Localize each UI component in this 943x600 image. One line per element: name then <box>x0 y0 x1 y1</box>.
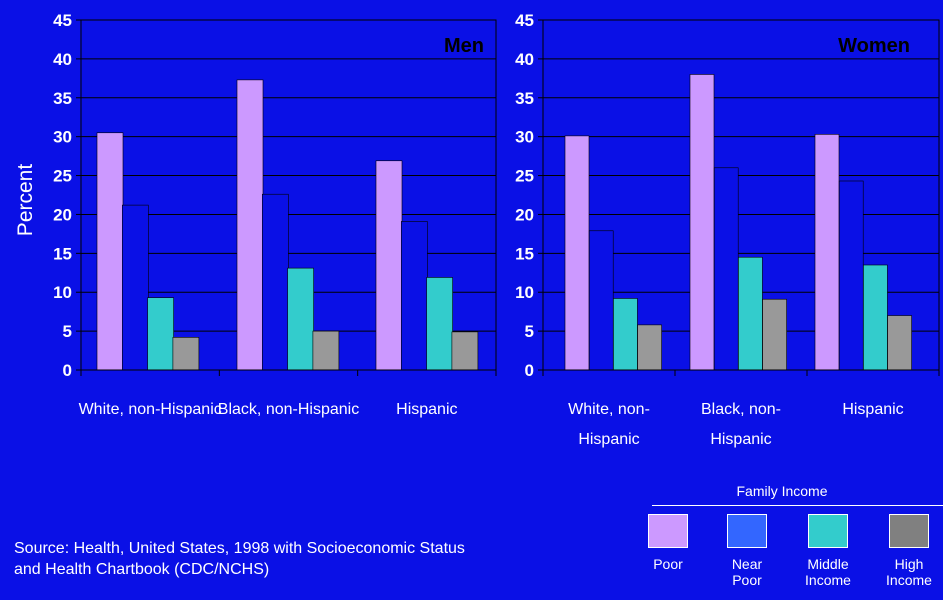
men-bar-hispanic-middle-income <box>426 277 453 371</box>
men-bar-white-non-hispanic-poor <box>96 132 124 371</box>
women-category-label-hispanic: Hispanic <box>842 401 903 418</box>
women-category-label-white-non-hispanic: White, non-Hispanic <box>568 401 650 448</box>
men-chart-panel: 0 5 10 15 20 25 30 35 40 45 White, non-HispanicBla… <box>53 11 497 418</box>
legend-swatch-near-poor <box>727 514 767 548</box>
women-panel-title: Women <box>838 35 910 57</box>
legend-divider <box>652 505 943 506</box>
legend-swatch-high-income <box>889 514 929 548</box>
women-bar-white-non-hispanic-near-poor <box>588 230 614 371</box>
men-y-tick-label: 15 <box>53 244 72 263</box>
women-chart-panel: 0 5 10 15 20 25 30 35 40 45 White, non-Hispanic Bla… <box>515 11 940 448</box>
women-y-tick-label: 5 <box>525 322 534 341</box>
men-bar-black-non-hispanic-high-income <box>312 330 340 371</box>
women-bar-black-non-hispanic-high-income <box>762 298 787 371</box>
women-category-label-black-non-hispanic: Black, non-Hispanic <box>701 401 781 448</box>
women-bar-black-non-hispanic-near-poor <box>713 167 739 371</box>
women-y-tick-label: 45 <box>515 11 534 30</box>
men-y-tick-label: 10 <box>53 283 72 302</box>
women-bar-white-non-hispanic-middle-income <box>613 298 638 371</box>
women-y-tick-label: 20 <box>515 205 534 224</box>
men-y-tick-label: 25 <box>53 167 72 186</box>
men-bar-hispanic-poor <box>375 160 403 371</box>
women-plot-frame <box>542 19 940 371</box>
legend-label-poor: Poor <box>653 556 683 572</box>
legend-label-high-income: High Income <box>886 556 932 588</box>
men-bar-white-non-hispanic-near-poor <box>122 204 149 371</box>
legend-title: Family Income <box>736 483 828 499</box>
men-y-tick-label: 35 <box>53 89 72 108</box>
women-bar-hispanic-poor <box>814 134 840 371</box>
men-category-label-hispanic: Hispanic <box>396 401 457 418</box>
women-bar-hispanic-near-poor <box>838 180 864 371</box>
men-category-label-white-non-hispanic: White, non-Hispanic <box>79 401 222 418</box>
men-bar-black-non-hispanic-poor <box>236 79 264 371</box>
women-y-tick-label: 0 <box>525 361 534 380</box>
men-y-tick-label: 45 <box>53 11 72 30</box>
men-y-tick-label: 0 <box>63 361 72 380</box>
women-bar-hispanic-high-income <box>887 315 912 371</box>
women-y-tick-label: 30 <box>515 128 534 147</box>
legend-swatch-middle-income <box>808 514 848 548</box>
legend-item-high-income: High Income <box>869 514 943 588</box>
y-axis-label: Percent <box>14 164 37 237</box>
men-bar-white-non-hispanic-high-income <box>172 337 200 371</box>
women-y-tick-label: 40 <box>515 50 534 69</box>
legend-swatch-poor <box>648 514 688 548</box>
women-bar-hispanic-middle-income <box>863 264 888 371</box>
legend-label-near-poor: Near Poor <box>731 556 763 588</box>
women-y-tick-label: 35 <box>515 89 534 108</box>
men-bar-hispanic-near-poor <box>400 221 428 371</box>
legend-item-middle-income: Middle Income <box>788 514 868 588</box>
men-bar-black-non-hispanic-near-poor <box>261 193 289 371</box>
men-bar-white-non-hispanic-middle-income <box>147 297 174 371</box>
women-bar-black-non-hispanic-poor <box>689 74 715 371</box>
legend-item-poor: Poor <box>628 514 708 572</box>
men-y-tick-label: 40 <box>53 50 72 69</box>
men-y-tick-label: 5 <box>63 322 72 341</box>
men-category-label-black-non-hispanic: Black, non-Hispanic <box>218 401 359 418</box>
legend-item-near-poor: Near Poor <box>707 514 787 588</box>
women-bar-white-non-hispanic-high-income <box>637 324 662 371</box>
women-y-tick-label: 25 <box>515 167 534 186</box>
men-bar-black-non-hispanic-middle-income <box>287 267 314 371</box>
men-plot-frame <box>80 19 497 371</box>
legend-label-middle-income: Middle Income <box>805 556 851 588</box>
women-y-tick-label: 10 <box>515 283 534 302</box>
women-y-tick-label: 15 <box>515 244 534 263</box>
men-y-tick-label: 30 <box>53 128 72 147</box>
men-bar-hispanic-high-income <box>451 331 479 371</box>
women-bar-white-non-hispanic-poor <box>564 135 590 371</box>
source-note: Source: Health, United States, 1998 with… <box>14 540 465 578</box>
women-bar-black-non-hispanic-middle-income <box>738 256 763 371</box>
men-panel-title: Men <box>444 35 484 57</box>
men-y-tick-label: 20 <box>53 205 72 224</box>
